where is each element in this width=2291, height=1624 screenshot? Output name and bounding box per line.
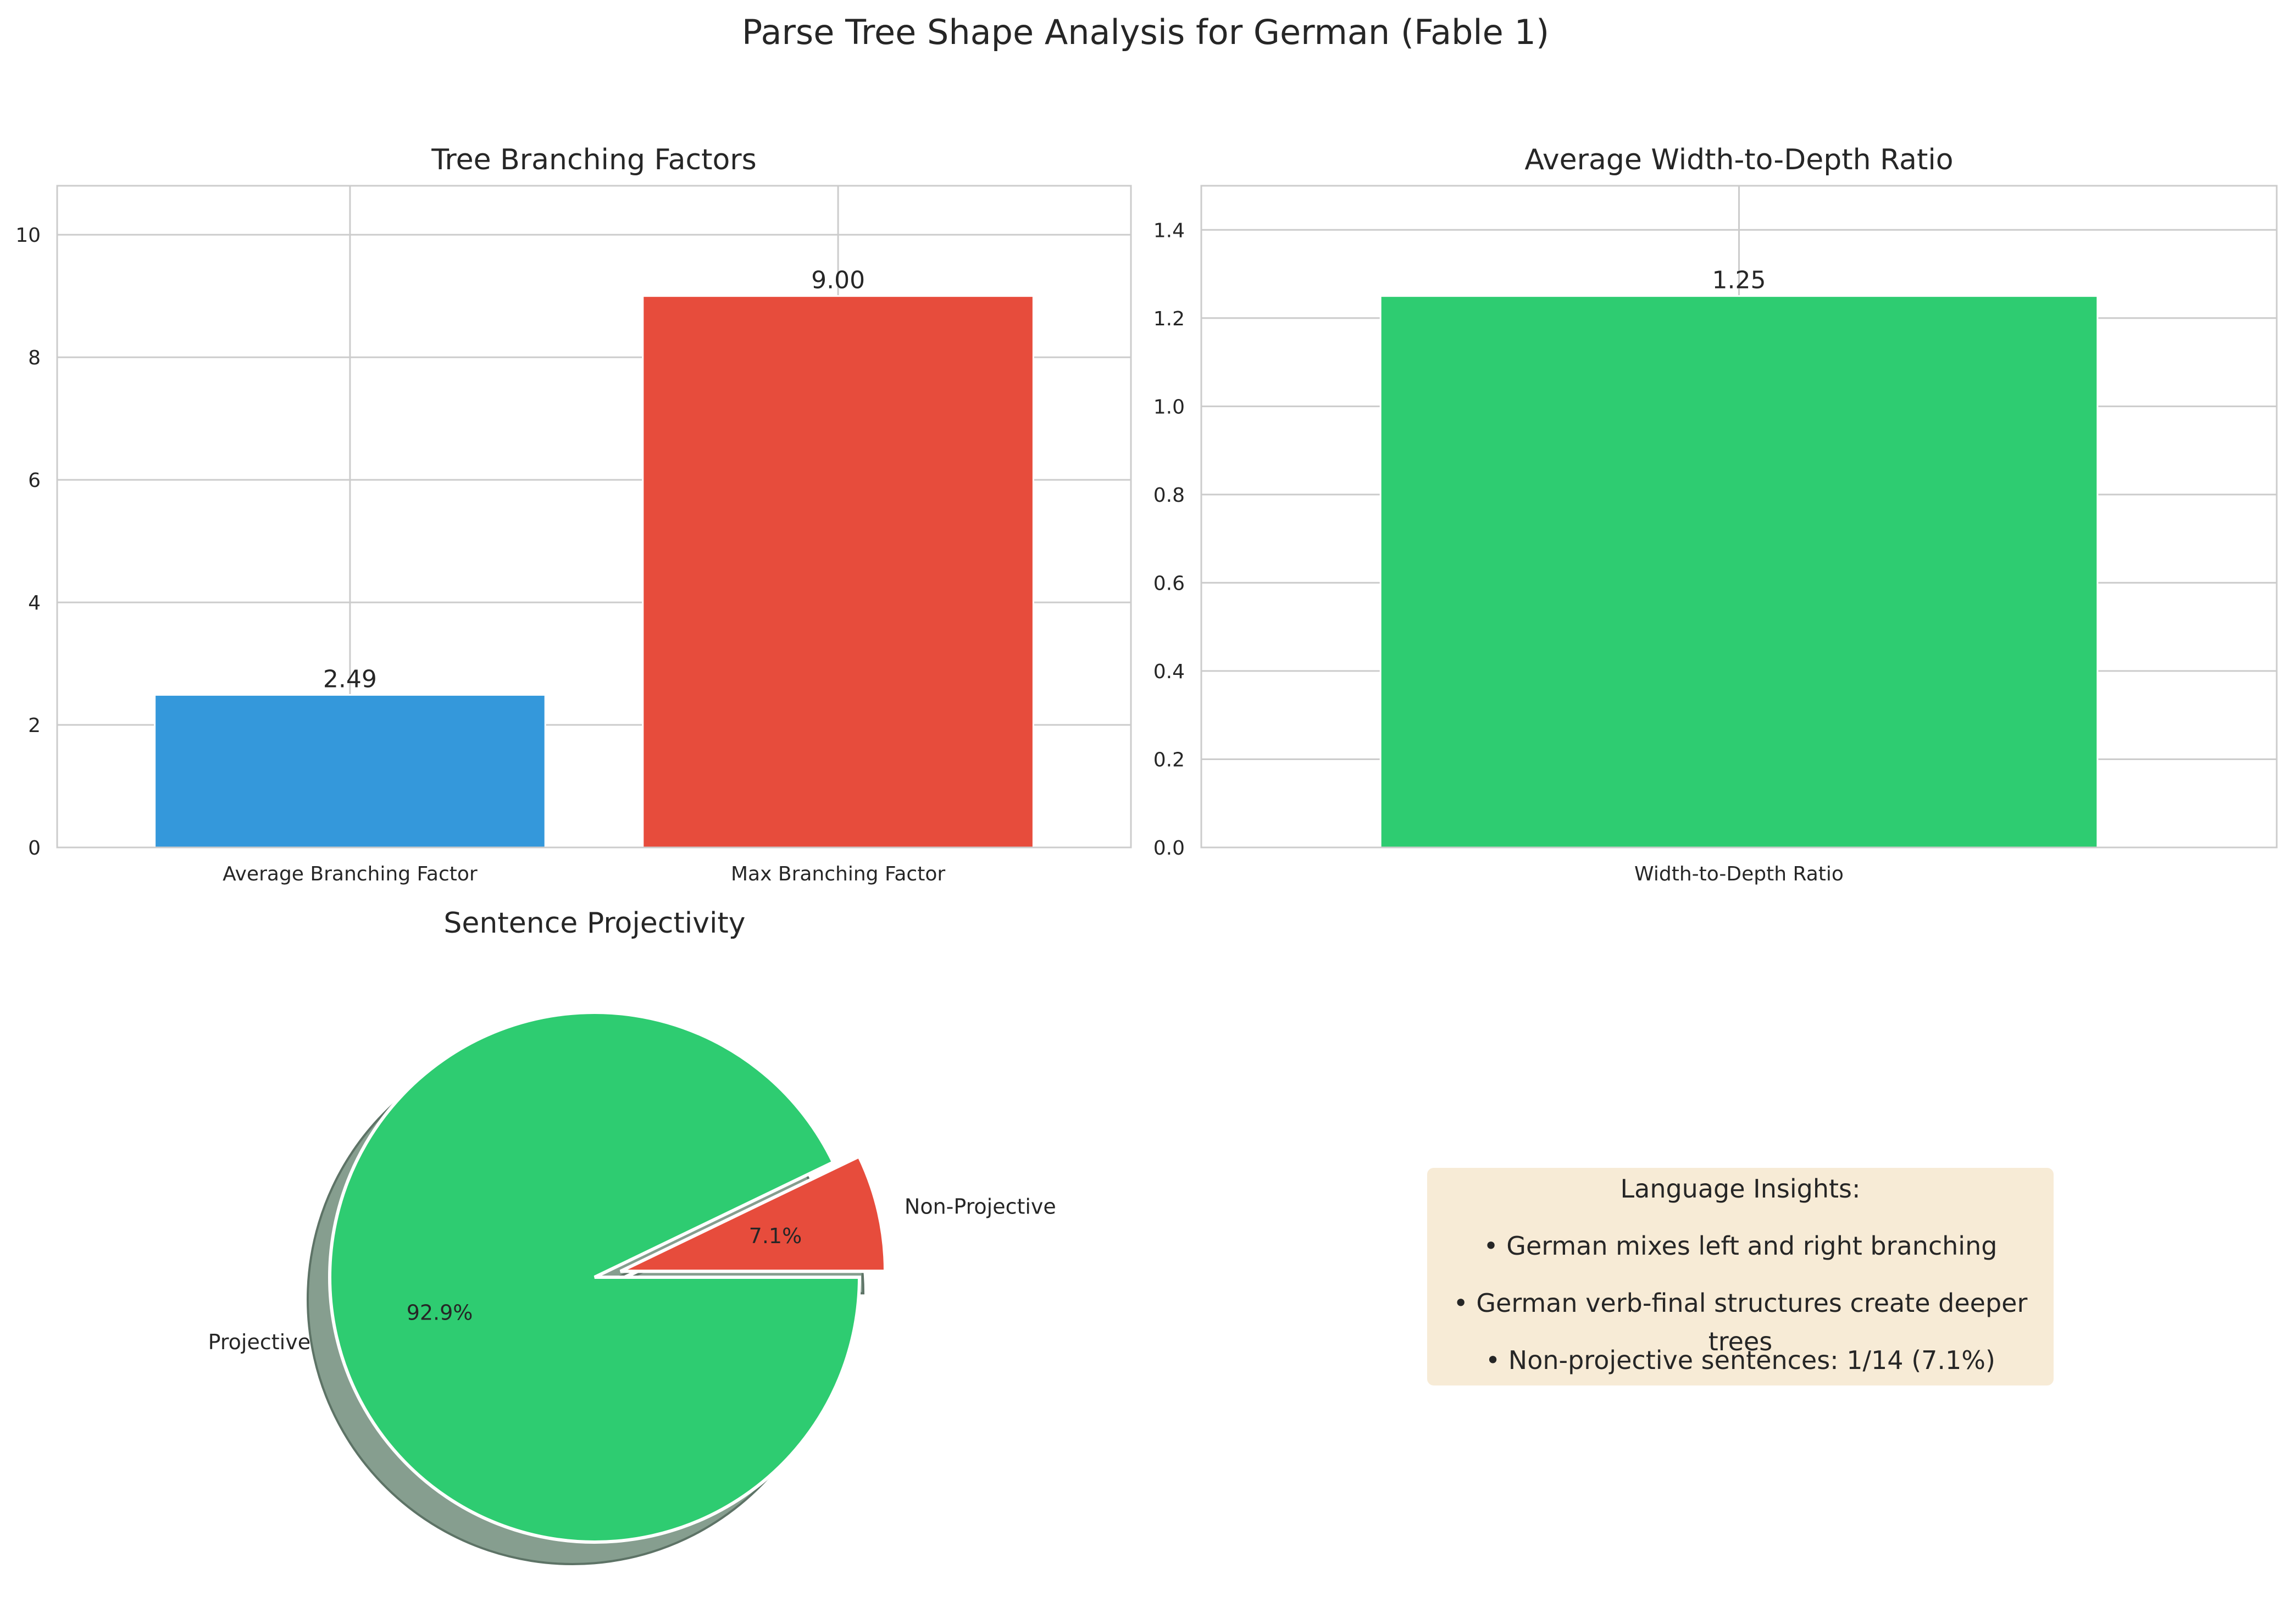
y-tick-label: 2 <box>28 714 41 737</box>
pie-percent-label: 92.9% <box>407 1300 473 1324</box>
y-tick-label: 0 <box>28 837 41 860</box>
x-tick-label: Max Branching Factor <box>731 863 945 885</box>
bar-value-label: 2.49 <box>323 665 377 693</box>
y-tick-label: 0.8 <box>1153 484 1185 507</box>
pie-title: Sentence Projectivity <box>443 907 745 940</box>
y-tick-label: 4 <box>28 592 41 614</box>
y-tick-label: 0.0 <box>1153 837 1185 860</box>
pie-percent-label: 7.1% <box>749 1224 802 1248</box>
width-depth-chart-frame <box>1200 185 2278 849</box>
y-tick-label: 0.2 <box>1153 749 1185 771</box>
width-depth-chart-title: Average Width-to-Depth Ratio <box>1524 143 1953 176</box>
y-tick-label: 1.0 <box>1153 396 1185 418</box>
bar-average-branching-factor <box>154 694 546 849</box>
branching-factor-chart: Tree Branching Factors 0 2 4 6 8 10 2.49 Average… <box>15 143 1132 885</box>
insights-box <box>1427 1168 2054 1385</box>
bar-max-branching-factor <box>642 295 1034 849</box>
pie-slice-projective <box>328 1011 862 1544</box>
insight-item: • German verb-final structures create de… <box>1453 1288 2028 1356</box>
y-tick-label: 8 <box>28 347 41 369</box>
insights-heading: Language Insights: <box>1620 1174 1861 1204</box>
branching-factor-chart-frame <box>56 185 1132 849</box>
x-tick-label: Width-to-Depth Ratio <box>1634 863 1844 885</box>
y-tick-label: 1.2 <box>1153 308 1185 330</box>
pie-label-projective: Projective <box>208 1330 310 1354</box>
insight-item: • German mixes left and right branching <box>1483 1231 1998 1261</box>
x-tick-label: Average Branching Factor <box>223 863 478 885</box>
y-tick-label: 6 <box>28 469 41 492</box>
y-tick-label: 1.4 <box>1153 219 1185 242</box>
y-tick-label: 0.6 <box>1153 572 1185 595</box>
width-depth-chart: Average Width-to-Depth Ratio 0.0 0.2 0.4 0.6… <box>1153 143 2278 885</box>
bar-width-to-depth-ratio <box>1379 295 2099 849</box>
insight-item: • Non-projective sentences: 1/14 (7.1%) <box>1485 1345 1995 1375</box>
pie-label-non-projective: Non-Projective <box>905 1194 1056 1218</box>
pie-slice-non-projective <box>619 1154 887 1273</box>
y-tick-label: 0.4 <box>1153 661 1185 683</box>
projectivity-pie-chart: Sentence Projectivity 7.1% Non-Projective 9… <box>208 907 1056 1565</box>
y-tick-label: 10 <box>15 224 41 247</box>
figure-title: Parse Tree Shape Analysis for German (Fa… <box>741 12 1550 52</box>
branching-factor-chart-title: Tree Branching Factors <box>431 143 757 176</box>
bar-value-label: 9.00 <box>811 267 865 295</box>
bar-value-label: 1.25 <box>1712 267 1766 295</box>
